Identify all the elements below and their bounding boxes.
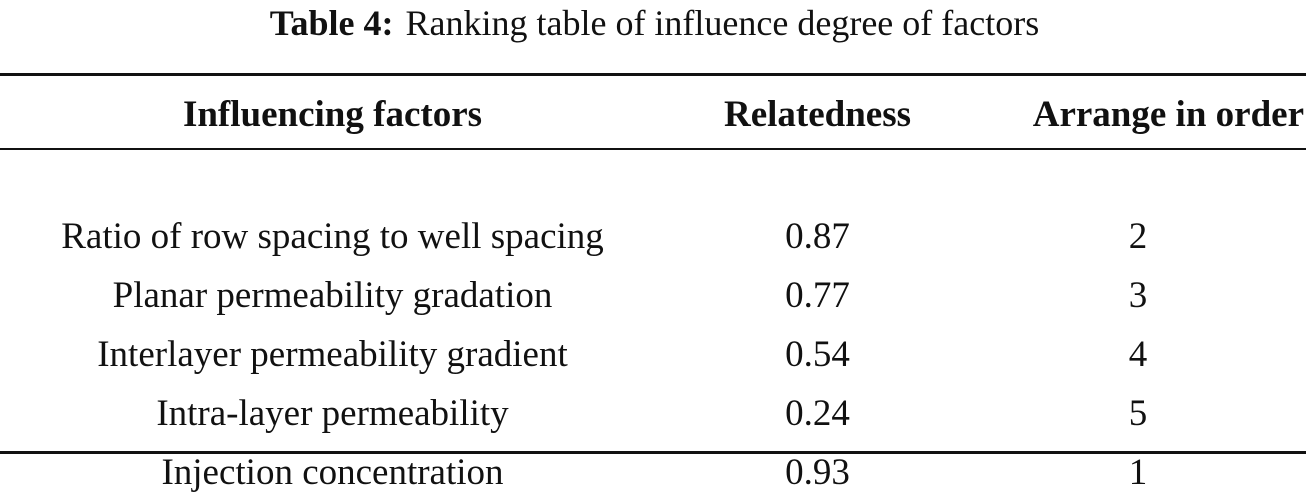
relatedness-cell: 0.93 [785,452,850,493]
header-arrange-in-order: Arrange in order [1032,93,1304,135]
relatedness-cell: 0.54 [785,334,850,375]
header-gap [0,148,1306,207]
factor-cell: Interlayer permeability gradient [97,334,568,375]
bottom-rule [0,451,1306,454]
header-rule [0,148,1306,150]
table-body: Ratio of row spacing to well spacing 0.8… [0,148,1306,502]
table-header: Influencing factors Relatedness Arrange … [0,80,1306,148]
top-rule [0,73,1306,76]
table-row: Ratio of row spacing to well spacing 0.8… [0,207,1306,266]
header-influencing-factors: Influencing factors [182,93,483,135]
factor-cell: Ratio of row spacing to well spacing [61,216,604,257]
factor-cell: Planar permeability gradation [112,275,553,316]
relatedness-cell: 0.77 [785,275,850,316]
header-row: Influencing factors Relatedness Arrange … [0,80,1306,148]
table-caption-label: Table 4: [269,3,394,43]
relatedness-cell: 0.87 [785,216,850,257]
table-caption: Table 4: Ranking table of influence degre… [0,0,1309,46]
table-row: Intra-layer permeability 0.24 5 [0,384,1306,443]
factor-cell: Injection concentration [161,452,504,493]
relatedness-cell: 0.24 [785,393,850,434]
order-cell: 1 [1128,452,1148,493]
ranking-table: Influencing factors Relatedness Arrange … [0,80,1306,502]
order-cell: 4 [1128,334,1148,375]
table-row: Injection concentration 0.93 1 [0,443,1306,502]
table-caption-title: Ranking table of influence degree of fac… [405,3,1040,43]
order-cell: 5 [1128,393,1148,434]
header-relatedness: Relatedness [723,93,912,135]
factor-cell: Intra-layer permeability [156,393,509,434]
header-gap-cell [0,148,1306,207]
order-cell: 3 [1128,275,1148,316]
table-row: Planar permeability gradation 0.77 3 [0,266,1306,325]
table-row: Interlayer permeability gradient 0.54 4 [0,325,1306,384]
order-cell: 2 [1128,216,1148,257]
